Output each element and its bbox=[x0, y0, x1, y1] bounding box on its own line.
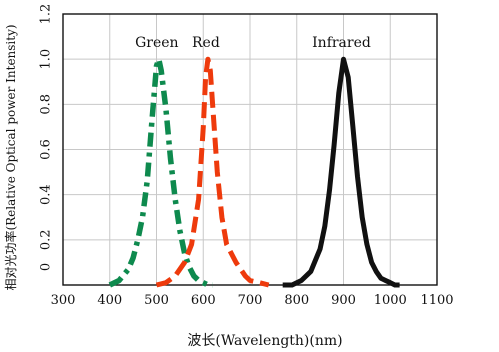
x-tick-label: 1000 bbox=[374, 293, 407, 308]
y-tick-label: 1.0 bbox=[39, 49, 54, 70]
y-axis-title: 相对光功率(Relative Optical power Intensity) bbox=[3, 24, 18, 290]
x-tick-label: 800 bbox=[284, 293, 309, 308]
x-tick-label: 400 bbox=[97, 293, 122, 308]
tick-labels: 300 400 500 600 700 800 900 1000 1100 0 0.2 0.4 0.6 0… bbox=[39, 4, 454, 308]
red-series-line bbox=[155, 56, 270, 288]
series-labels: Green Red Infrared bbox=[135, 35, 371, 51]
y-tick-label: 0.4 bbox=[39, 184, 54, 205]
x-tick-label: 300 bbox=[51, 293, 76, 308]
y-tick-label: 0.6 bbox=[39, 139, 54, 160]
green-series-label: Green bbox=[135, 35, 178, 51]
y-tick-label: 1.2 bbox=[39, 4, 54, 25]
infrared-series-line bbox=[282, 56, 400, 288]
x-tick-label: 600 bbox=[191, 293, 216, 308]
y-tick-label: 0.2 bbox=[39, 229, 54, 250]
x-tick-label: 1100 bbox=[420, 293, 453, 308]
y-tick-label: 0.8 bbox=[39, 94, 54, 115]
red-series-label: Red bbox=[192, 35, 220, 51]
gridlines bbox=[63, 14, 437, 285]
infrared-series-label: Infrared bbox=[312, 35, 371, 51]
x-tick-label: 700 bbox=[238, 293, 263, 308]
x-tick-label: 900 bbox=[331, 293, 356, 308]
y-tick-label: 0 bbox=[39, 263, 54, 271]
green-series-line bbox=[108, 56, 213, 288]
x-axis-title: 波长(Wavelength)(nm) bbox=[187, 333, 342, 349]
series-layer bbox=[108, 56, 400, 288]
x-tick-label: 500 bbox=[144, 293, 169, 308]
plot-frame bbox=[62, 13, 438, 286]
